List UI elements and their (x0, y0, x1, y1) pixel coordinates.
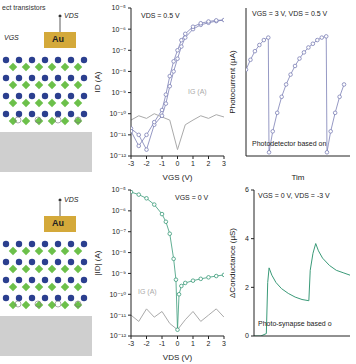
svg-text:10⁻⁷: 10⁻⁷ (112, 47, 126, 54)
html-text:VDS: VDS (64, 196, 79, 203)
svg-text:0: 0 (176, 340, 180, 347)
html-text:VGS = 0 V, VDS = -3 V: VGS = 0 V, VDS = -3 V (258, 192, 330, 199)
svg-text:1: 1 (191, 340, 195, 347)
svg-text:3: 3 (222, 340, 226, 347)
svg-text:-3: -3 (128, 340, 134, 347)
svg-text:10⁻⁸: 10⁻⁸ (112, 249, 126, 256)
svg-text:10⁻¹²: 10⁻¹² (110, 332, 127, 339)
svg-text:0: 0 (245, 332, 249, 339)
svg-text:10⁻¹¹: 10⁻¹¹ (110, 312, 127, 319)
svg-text:Photocurrent (µA): Photocurrent (µA) (228, 50, 237, 114)
svg-text:10⁻¹¹: 10⁻¹¹ (110, 131, 127, 138)
svg-text:10⁻⁸: 10⁻⁸ (112, 68, 126, 75)
svg-text:|ID| (A): |ID| (A) (93, 250, 102, 275)
svg-text:3: 3 (222, 160, 226, 167)
svg-text:10⁻⁶: 10⁻⁶ (112, 207, 126, 214)
html-text:Photodetector based on: Photodetector based on (252, 140, 327, 147)
svg-text:-2: -2 (143, 160, 149, 167)
svg-text:ID (A): ID (A) (93, 71, 102, 92)
svg-text:VGS (V): VGS (V) (163, 173, 193, 182)
svg-text:-1: -1 (159, 340, 165, 347)
svg-text:10⁻¹⁰: 10⁻¹⁰ (109, 291, 126, 298)
svg-text:10⁻⁹: 10⁻⁹ (112, 270, 126, 277)
html-text:IG (A): IG (A) (138, 288, 157, 295)
svg-text:2: 2 (245, 284, 249, 291)
html-text:VGS: VGS (4, 34, 19, 41)
svg-text:6: 6 (245, 186, 249, 193)
svg-text:4: 4 (245, 235, 249, 242)
svg-text:-3: -3 (128, 160, 134, 167)
svg-text:10⁻¹²: 10⁻¹² (110, 152, 127, 159)
html-text:VDS = 0.5 V: VDS = 0.5 V (141, 12, 180, 19)
svg-text:2: 2 (207, 340, 211, 347)
svg-text:1: 1 (191, 160, 195, 167)
svg-text:10⁻⁹: 10⁻⁹ (112, 89, 126, 96)
svg-text:VDS (V): VDS (V) (163, 353, 193, 362)
svg-text:Tim: Tim (291, 173, 304, 182)
svg-text:2: 2 (207, 160, 211, 167)
svg-text:10⁻⁶: 10⁻⁶ (112, 26, 126, 33)
html-text:VGS = 3 V, VDS = 0.5 V: VGS = 3 V, VDS = 0.5 V (252, 10, 328, 17)
html-text:VGS = 0 V: VGS = 0 V (175, 194, 209, 201)
svg-text:10⁻¹⁰: 10⁻¹⁰ (109, 110, 126, 117)
html-text:VDS: VDS (64, 12, 79, 19)
html-text:ect transistors: ect transistors (2, 4, 46, 11)
svg-text:0: 0 (176, 160, 180, 167)
svg-text:10⁻⁷: 10⁻⁷ (112, 228, 126, 235)
html-text:IG (A): IG (A) (188, 88, 207, 95)
svg-text:ΔConductance (µS): ΔConductance (µS) (228, 228, 237, 298)
html-text:Au: Au (52, 218, 64, 228)
svg-text:10⁻⁵: 10⁻⁵ (112, 4, 126, 11)
svg-text:-2: -2 (143, 340, 149, 347)
html-text:Au: Au (52, 34, 64, 44)
svg-text:-1: -1 (159, 160, 165, 167)
svg-text:10⁻⁵: 10⁻⁵ (112, 186, 126, 193)
html-text:Photo-synapse based o: Photo-synapse based o (258, 320, 332, 327)
